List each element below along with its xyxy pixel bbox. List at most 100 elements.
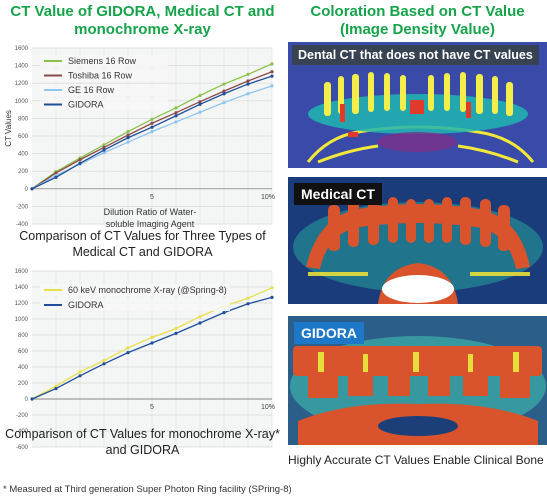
y-tick-label: 1000 <box>15 99 29 105</box>
y-tick-label: 200 <box>18 381 29 387</box>
data-point <box>246 296 250 300</box>
y-tick-label: 0 <box>25 397 29 403</box>
legend-bg <box>40 98 168 111</box>
legend-label: Toshiba 16 Row <box>68 71 133 81</box>
data-point <box>174 111 178 115</box>
data-point <box>198 93 202 98</box>
data-point <box>150 125 154 129</box>
legend-bg <box>40 55 168 67</box>
data-point <box>150 341 154 345</box>
data-point <box>30 187 34 191</box>
data-point <box>222 82 226 86</box>
medical-ct-scan-graphic <box>288 177 547 304</box>
data-point <box>270 295 274 299</box>
x-tick-label: 5 <box>150 194 154 201</box>
data-point <box>150 117 154 121</box>
y-tick-label: -400 <box>16 222 29 228</box>
data-point <box>246 302 250 306</box>
data-point <box>126 351 130 355</box>
data-point <box>246 72 250 76</box>
legend-bg <box>40 69 168 82</box>
data-point <box>246 92 250 96</box>
data-point <box>270 286 274 290</box>
x-axis-label: soluble Imaging Agent <box>106 219 195 229</box>
data-point <box>270 70 274 74</box>
data-point <box>270 84 274 88</box>
data-point <box>30 397 34 401</box>
right-title: Coloration Based on CT Value (Image Dens… <box>310 3 525 38</box>
data-point <box>198 102 202 106</box>
data-point <box>54 387 58 391</box>
data-point <box>150 130 154 134</box>
data-point <box>126 346 130 350</box>
y-tick-label: 1000 <box>15 317 29 323</box>
data-point <box>126 130 130 134</box>
y-tick-label: -200 <box>16 204 29 210</box>
data-point <box>222 89 226 93</box>
data-point <box>222 311 226 315</box>
medical-ct-image: Medical CT <box>288 177 547 304</box>
y-tick-label: 1200 <box>15 301 29 307</box>
data-point <box>126 140 130 144</box>
chart-ct-values-monochrome: 1600 1400 1200 1000 800 600 400 200 0 -200 -400 -60… <box>15 269 275 451</box>
chart-ct-values-medical: 1600 1400 1200 1000 800 600 400 200 0 -200 -400 5 10… <box>4 46 275 229</box>
gidora-image: GIDORA <box>288 316 547 445</box>
data-point <box>102 151 106 155</box>
y-tick-label: 1600 <box>15 46 29 52</box>
y-tick-label: 400 <box>18 365 29 371</box>
data-point <box>102 143 106 147</box>
right-caption: Highly Accurate CT Values Enable Clinica… <box>288 453 547 467</box>
y-tick-label: 800 <box>18 333 29 339</box>
data-point <box>102 145 106 150</box>
x-tick-label: 10% <box>261 404 275 411</box>
data-point <box>54 171 58 175</box>
legend-label: Siemens 16 Row <box>68 56 137 66</box>
data-point <box>198 321 202 325</box>
data-point <box>78 161 82 165</box>
data-point <box>174 120 178 124</box>
y-tick-label: 0 <box>25 187 29 193</box>
data-point <box>222 100 226 105</box>
legend-label: GE 16 Row <box>68 85 115 95</box>
y-tick-label: -200 <box>16 413 29 419</box>
data-point <box>174 331 178 335</box>
x-tick-label: 5 <box>150 404 154 411</box>
footnote: * Measured at Third generation Super Pho… <box>3 484 292 495</box>
y-tick-label: 200 <box>18 169 29 175</box>
chart2-caption: Comparison of CT Values for monochrome X… <box>5 427 280 457</box>
legend-bg <box>40 284 230 296</box>
legend-label: GIDORA <box>68 100 104 110</box>
medical-ct-badge: Medical CT <box>294 183 382 205</box>
data-point <box>222 92 226 96</box>
data-point <box>78 374 82 378</box>
y-tick-label: -600 <box>16 445 29 451</box>
data-point <box>270 62 274 66</box>
data-point <box>198 110 202 114</box>
y-tick-label: 400 <box>18 152 29 158</box>
data-point <box>174 114 178 118</box>
gidora-badge: GIDORA <box>294 322 364 344</box>
data-point <box>174 106 178 110</box>
data-point <box>270 74 274 78</box>
y-tick-label: 1600 <box>15 269 29 275</box>
data-point <box>54 175 58 179</box>
chart1-caption: Comparison of CT Values for Three Types … <box>19 229 266 259</box>
data-point <box>78 158 82 162</box>
data-point <box>102 148 106 152</box>
data-point <box>246 79 250 83</box>
legend-label: 60 keV monochrome X-ray (@Spring-8) <box>68 285 227 295</box>
legend-label: GIDORA <box>68 300 104 310</box>
data-point <box>198 100 202 104</box>
data-point <box>246 82 250 86</box>
data-point <box>150 335 154 339</box>
data-point <box>102 359 106 363</box>
data-point <box>198 315 202 319</box>
legend-bg <box>40 299 230 311</box>
y-tick-label: 600 <box>18 134 29 140</box>
y-tick-label: 600 <box>18 349 29 355</box>
y-tick-label: 800 <box>18 116 29 122</box>
dental-ct-image: Dental CT that does not have CT values <box>288 42 547 168</box>
data-point <box>102 362 106 366</box>
data-point <box>78 370 82 374</box>
y-axis-label: CT Values <box>4 110 13 147</box>
